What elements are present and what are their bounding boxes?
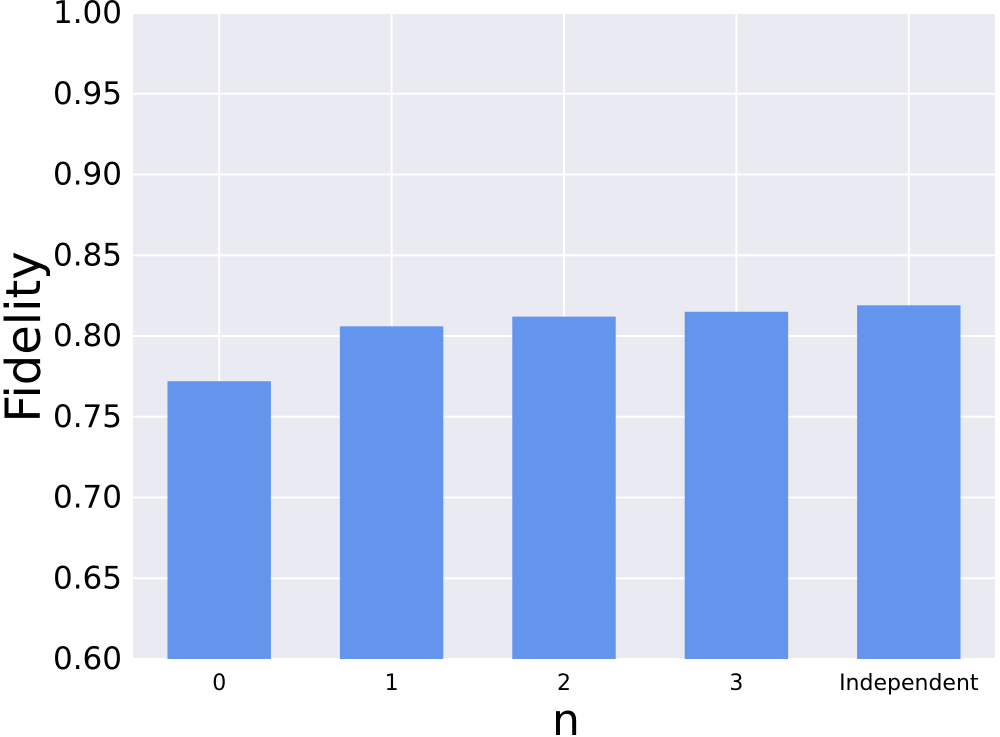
bar-1 <box>339 326 444 659</box>
x-tick-label: Independent <box>839 671 979 696</box>
x-tick-label: 0 <box>212 671 226 696</box>
bar-2 <box>512 316 616 659</box>
y-tick-label: 0.90 <box>53 157 122 193</box>
x-axis-title: n <box>552 695 580 737</box>
bar-independent <box>857 305 961 659</box>
y-tick-label: 0.95 <box>53 76 122 112</box>
bars <box>167 305 961 659</box>
y-tick-label: 0.65 <box>53 560 122 596</box>
y-tick-label: 0.75 <box>53 399 122 435</box>
y-tick-label: 0.60 <box>53 641 122 677</box>
x-tick-label: 3 <box>729 671 743 696</box>
y-tick-label: 0.80 <box>53 318 122 354</box>
y-tick-label: 1.00 <box>53 0 122 31</box>
bar-3 <box>684 311 789 659</box>
y-tick-label: 0.70 <box>53 480 122 516</box>
x-tick-label: 2 <box>557 671 571 696</box>
y-tick-label: 0.85 <box>53 237 122 273</box>
y-tick-labels: 0.60 0.65 0.70 0.75 0.80 0.85 0.90 0.95 1.00 <box>53 0 122 677</box>
bar-0 <box>167 381 271 659</box>
x-tick-labels: 0 1 2 3 Independent <box>212 671 979 696</box>
x-tick-label: 1 <box>385 671 399 696</box>
y-axis-title: Fidelity <box>0 251 52 422</box>
